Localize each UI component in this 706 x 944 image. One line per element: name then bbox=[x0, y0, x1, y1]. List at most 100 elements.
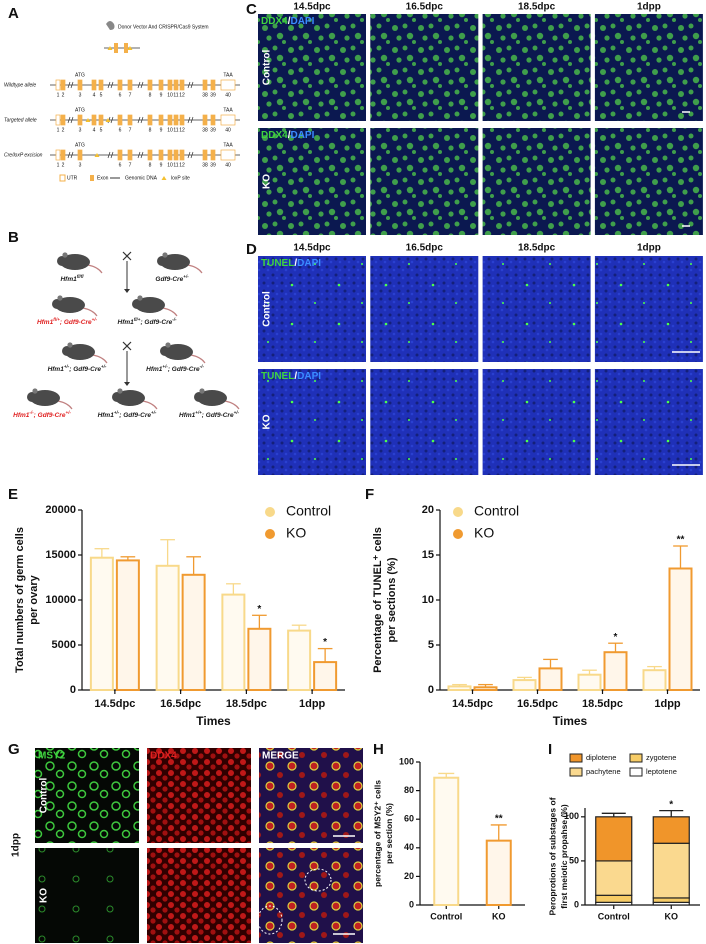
genotype: Hfm1+/-; Gdf9-Cre-/- bbox=[146, 364, 204, 373]
cross bbox=[122, 251, 132, 261]
exon-number: 7 bbox=[129, 127, 132, 133]
genotype: Hfm1fl/+; Gdf9-Cre+/- bbox=[37, 317, 98, 326]
exon-number: 3 bbox=[79, 92, 82, 98]
exon-number: 5 bbox=[100, 92, 103, 98]
legend-label: Control bbox=[474, 503, 519, 519]
micrograph bbox=[35, 748, 139, 843]
x-tick-label: 16.5dpc bbox=[160, 698, 201, 710]
exon bbox=[147, 149, 153, 161]
superscript: +/- bbox=[114, 410, 120, 415]
exon-number: 3 bbox=[79, 127, 82, 133]
exon bbox=[147, 114, 153, 126]
legend-utr bbox=[59, 174, 66, 182]
y-axis-label: Total numbers of germ cells bbox=[14, 527, 26, 673]
mouse-tail bbox=[82, 307, 98, 317]
exon-number: 4 bbox=[93, 127, 96, 133]
bar bbox=[287, 629, 312, 691]
significance: * bbox=[669, 799, 673, 810]
legend-marker bbox=[453, 529, 463, 539]
y-tick-label: 100 bbox=[399, 756, 414, 766]
superscript: -/- bbox=[172, 317, 177, 322]
y-tick-label: 100 bbox=[564, 811, 579, 821]
superscript: +/- bbox=[151, 410, 157, 415]
exon-number: 7 bbox=[129, 92, 132, 98]
legend-marker bbox=[453, 507, 463, 517]
superscript: +/- bbox=[65, 410, 71, 415]
utr bbox=[55, 79, 61, 91]
y-tick-label: 5 bbox=[428, 639, 434, 651]
mouse-head bbox=[62, 346, 72, 356]
exon bbox=[127, 114, 133, 126]
y-axis-label: per sections (%) bbox=[386, 557, 398, 642]
stain-part: TUNEL bbox=[261, 258, 294, 269]
exon bbox=[117, 149, 123, 161]
exon bbox=[117, 114, 123, 126]
mouse-ear bbox=[162, 252, 168, 258]
legend-swatch bbox=[629, 767, 643, 777]
superscript: +/- bbox=[183, 274, 189, 279]
legend-label: UTR bbox=[67, 175, 78, 181]
gene-text: Hfm1 bbox=[118, 319, 135, 326]
exon-number: 9 bbox=[160, 162, 163, 168]
gene-text: Hfm1 bbox=[60, 276, 77, 283]
start-codon: ATG bbox=[75, 72, 85, 78]
legend-label: pachytene bbox=[586, 767, 621, 776]
exon-number: 2 bbox=[62, 127, 65, 133]
legend-swatch bbox=[569, 753, 583, 763]
exon-number: 40 bbox=[225, 127, 231, 133]
exon bbox=[77, 149, 83, 161]
mouse-head bbox=[27, 392, 37, 402]
exon bbox=[77, 79, 83, 91]
exon-number: 12 bbox=[179, 92, 185, 98]
bar bbox=[538, 667, 563, 692]
stain-part: / bbox=[288, 130, 291, 141]
mouse-tail bbox=[57, 400, 73, 410]
loxp bbox=[107, 46, 113, 50]
bar bbox=[652, 897, 690, 903]
break bbox=[187, 81, 194, 89]
stop-codon: TAA bbox=[223, 142, 233, 148]
legend-exon bbox=[90, 175, 94, 181]
x-tick-label: 18.5dpc bbox=[582, 698, 623, 710]
mouse-ear bbox=[199, 388, 205, 394]
row-label: KO bbox=[39, 888, 50, 903]
micrograph bbox=[35, 848, 139, 943]
y-axis-label: percentage of MSY2⁺ cells bbox=[372, 780, 382, 887]
y-tick-label: 0 bbox=[70, 684, 76, 696]
exon bbox=[127, 149, 133, 161]
exon-number: 4 bbox=[93, 92, 96, 98]
exon-number: 39 bbox=[210, 127, 216, 133]
loxp bbox=[85, 118, 91, 122]
y-tick-label: 10000 bbox=[45, 594, 76, 606]
mouse-head bbox=[160, 346, 170, 356]
legend-label: loxP site bbox=[171, 175, 190, 181]
utr bbox=[55, 149, 61, 161]
genotype: Gdf9-Cre+/- bbox=[155, 274, 189, 283]
start-codon: ATG bbox=[75, 107, 85, 113]
exon-number: 9 bbox=[160, 127, 163, 133]
y-tick-label: 10 bbox=[422, 594, 434, 606]
panel-label: I bbox=[548, 741, 552, 758]
y-tick-label: 15 bbox=[422, 549, 434, 561]
panel-label: B bbox=[8, 229, 19, 246]
superscript: +/+ bbox=[195, 410, 202, 415]
mouse-head bbox=[194, 392, 204, 402]
mouse-head bbox=[57, 256, 67, 266]
break bbox=[107, 81, 114, 89]
gene-text: Hfm1 bbox=[179, 412, 196, 419]
exon-number: 39 bbox=[210, 92, 216, 98]
donor-label: Donor Vector And CRISPR/Cas9 System bbox=[118, 24, 209, 30]
stain-label: TUNEL/DAPI bbox=[261, 371, 321, 382]
micrograph bbox=[370, 128, 479, 235]
break bbox=[137, 151, 144, 159]
exon-number: 12 bbox=[179, 127, 185, 133]
loxp bbox=[94, 153, 100, 157]
x-tick-label: 1dpp bbox=[654, 698, 681, 710]
stain-part: DDX4 bbox=[261, 16, 288, 27]
exon-number: 10 bbox=[167, 92, 173, 98]
exon-number: 8 bbox=[149, 162, 152, 168]
y-axis-label: per section (%) bbox=[384, 803, 394, 864]
panel-label: G bbox=[8, 741, 20, 758]
y-tick-label: 40 bbox=[404, 842, 414, 852]
